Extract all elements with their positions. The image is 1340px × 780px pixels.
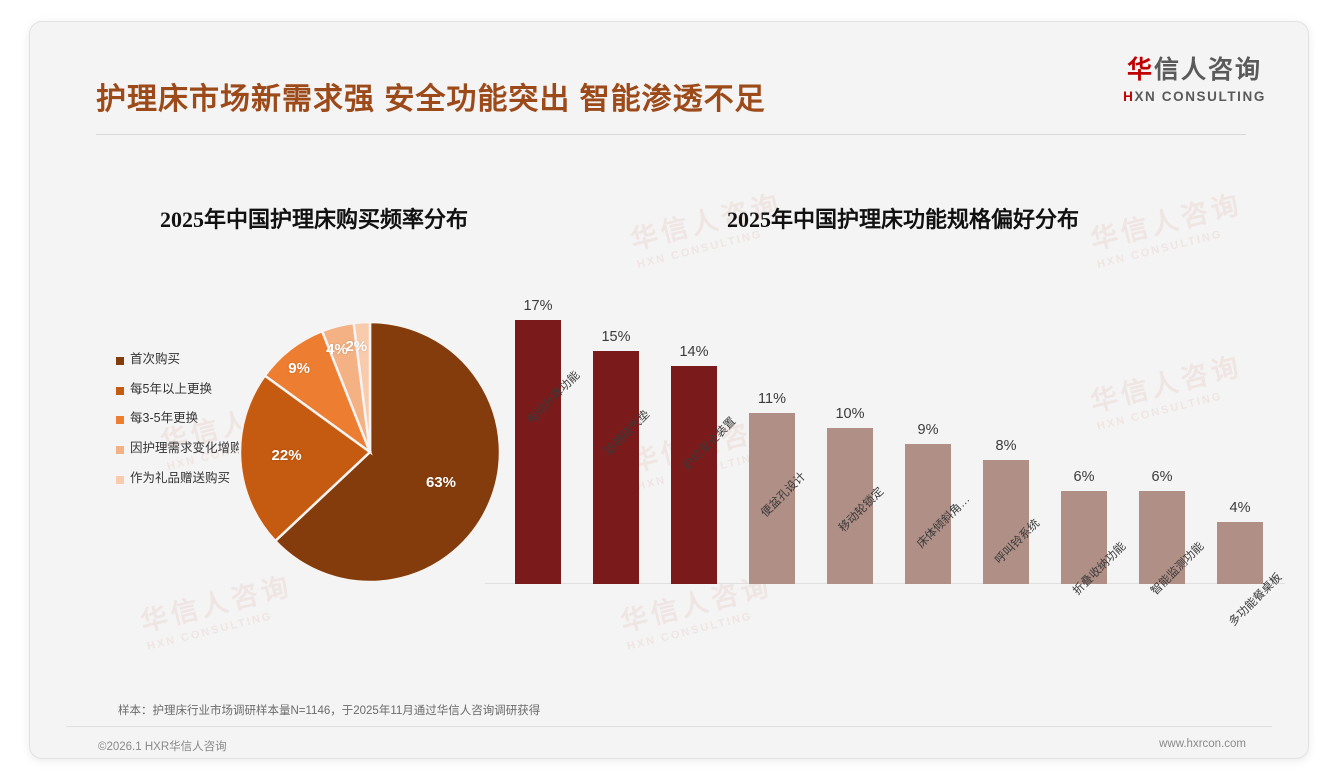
pie-slice-label: 2% [345, 338, 368, 356]
company-logo: 华信人咨询 HXN CONSULTING [1123, 58, 1266, 105]
pie-slice[interactable] [273, 320, 502, 584]
pie-legend-label: 因护理需求变化增购 [130, 440, 243, 455]
logo-cn-rest: 信人咨询 [1154, 56, 1263, 84]
bar-rect[interactable] [1139, 491, 1185, 584]
slide-canvas: 华信人咨询 HXN CONSULTING 华信人咨询 HXN CONSULTIN… [30, 22, 1308, 758]
logo-cn-first-char: 华 [1127, 56, 1155, 84]
header-divider [96, 134, 1246, 135]
pie-legend-item[interactable]: 首次购买 [116, 352, 251, 368]
logo-en-rest: XN CONSULTING [1134, 89, 1266, 104]
pie-slice[interactable] [352, 320, 372, 453]
pie-slice-label: 63% [425, 474, 456, 491]
pie-legend: 首次购买每5年以上更换 每3-5年更换因护理需求变化增购 作为礼品赠送购买 [116, 352, 251, 500]
bar-column[interactable]: 6% 智能监测功能 [1139, 469, 1206, 598]
bar-chart-title: 2025年中国护理床功能规格偏好分布 [727, 207, 1080, 232]
pie-legend-item[interactable]: 每5年以上更换 [116, 382, 251, 398]
pie-svg [238, 320, 502, 584]
bar-value-label: 4% [1229, 500, 1251, 516]
pie-legend-label: 作为礼品赠送购买 [130, 470, 231, 485]
bar-rect[interactable] [905, 444, 951, 584]
pie-legend-item[interactable]: 作为礼品赠送购买 [116, 471, 251, 487]
sample-note: 样本：护理床行业市场调研样本量N=1146，于2025年11月通过华信人咨询调研… [118, 705, 541, 717]
bar-value-label: 15% [601, 329, 631, 345]
bar-rect[interactable] [983, 460, 1029, 584]
legend-swatch-icon [116, 386, 124, 395]
bar-column[interactable]: 10% 移动轮锁定 [827, 406, 886, 584]
bar-chart-panel: 17% 电动升降功能 15% 防褥疮气垫 14% 护栏安全装置 11% 便盆孔设计 10% 移动轮… [485, 254, 1285, 674]
bar-value-label: 10% [835, 406, 865, 422]
bar-rect[interactable] [827, 428, 873, 584]
bar-value-label: 11% [758, 391, 786, 407]
bar-value-label: 14% [679, 344, 709, 360]
pie-legend-label: 每5年以上更换 [130, 381, 212, 396]
legend-swatch-icon [116, 445, 124, 454]
legend-swatch-icon [116, 357, 124, 365]
legend-swatch-icon [116, 416, 124, 425]
pie-slice[interactable] [238, 373, 372, 543]
logo-chinese: 华信人咨询 [1123, 58, 1266, 83]
pie-slice-label: 4% [326, 341, 348, 359]
pie-chart-panel: 首次购买每5年以上更换 每3-5年更换因护理需求变化增购 作为礼品赠送购买 63% 2… [90, 252, 650, 672]
bar-value-label: 9% [917, 422, 939, 438]
bar-column[interactable]: 17% 电动升降功能 [515, 298, 582, 584]
pie-legend-label: 首次购买 [130, 352, 181, 366]
pie-chart-title: 2025年中国护理床购买频率分布 [160, 207, 469, 232]
bar-rect[interactable] [1217, 522, 1263, 584]
pie-chart-graphic: 63% 22% 9% 4% 2% [230, 312, 510, 597]
bar-column[interactable]: 9% 床体倾斜角… [905, 422, 972, 584]
bar-rect[interactable] [515, 320, 561, 584]
bar-column[interactable]: 11% 便盆孔设计 [749, 391, 808, 584]
bar-chart-baseline [485, 583, 1285, 584]
bar-rect[interactable] [671, 366, 717, 584]
bar-rect[interactable] [1061, 491, 1107, 584]
page-title: 护理床市场新需求强 安全功能突出 智能渗透不足 [96, 83, 766, 116]
copyright-text: ©2026.1 HXR华信人咨询 [98, 741, 227, 753]
bar-column[interactable]: 8% 呼叫铃系统 [983, 438, 1042, 584]
bar-rect[interactable] [593, 351, 639, 584]
bar-rect[interactable] [749, 413, 795, 584]
bar-column[interactable]: 4% 多功能餐桌板 [1217, 500, 1284, 629]
pie-legend-item[interactable]: 每3-5年更换 [116, 411, 251, 427]
footer-divider [66, 726, 1272, 727]
website-link[interactable]: www.hxrcon.com [1159, 738, 1246, 750]
bar-column[interactable]: 15% 防褥疮气垫 [593, 329, 652, 584]
bar-value-label: 6% [1073, 469, 1095, 485]
logo-english: HXN CONSULTING [1123, 89, 1266, 104]
bar-value-label: 6% [1151, 469, 1173, 485]
pie-legend-label: 每3-5年更换 [130, 411, 199, 426]
bar-column[interactable]: 14% 护栏安全装置 [671, 344, 738, 584]
pie-slice-label: 22% [271, 447, 302, 465]
watermark-cn: 华信人咨询 [1087, 188, 1246, 256]
legend-swatch-icon [116, 475, 124, 484]
pie-legend-item[interactable]: 因护理需求变化增购 [116, 441, 251, 457]
bar-value-label: 8% [995, 438, 1017, 454]
logo-en-first-char: H [1123, 89, 1135, 104]
bar-column[interactable]: 6% 折叠收纳功能 [1061, 469, 1128, 598]
pie-slice-label: 9% [288, 359, 310, 377]
bar-value-label: 17% [523, 298, 553, 314]
